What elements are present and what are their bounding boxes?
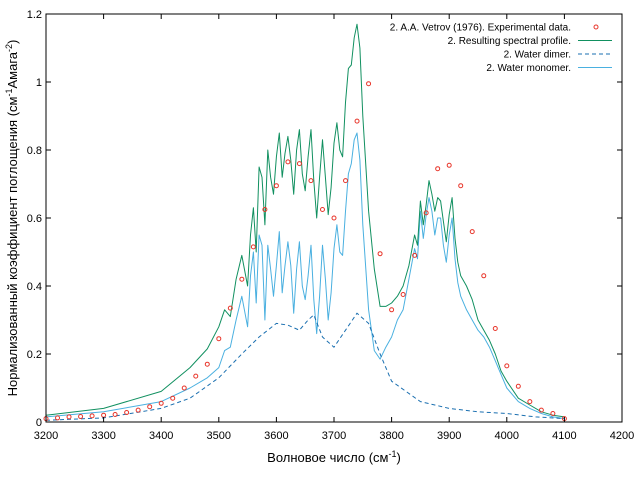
experimental-point (308, 178, 314, 184)
experimental-point (147, 404, 153, 410)
x-tick-label: 3600 (264, 430, 288, 442)
experimental-point (354, 118, 360, 124)
experimental-point (435, 166, 441, 172)
total-profile-line (45, 23, 565, 418)
experimental-point (193, 373, 199, 379)
axis-ticks: 3200 3300 3400 3500 3600 3700 3800 3900 4000 4100… (27, 9, 635, 442)
experimental-point (377, 251, 383, 257)
experimental-point (504, 363, 510, 369)
y-tick-label: 0.2 (27, 349, 42, 361)
experimental-point (492, 326, 498, 331)
experimental-point (389, 307, 395, 313)
legend: 2. A.A. Vetrov (1976). Experimental data… (390, 23, 612, 74)
experimental-point (204, 361, 210, 367)
experimental-point (250, 244, 256, 250)
experimental-point (400, 292, 406, 297)
experimental-point (170, 395, 176, 401)
experimental-point (216, 336, 222, 342)
experimental-point (66, 414, 72, 420)
experimental-point (412, 252, 418, 258)
y-tick-label: 1 (36, 77, 42, 89)
x-tick-label: 4100 (552, 430, 576, 442)
experimental-point (55, 415, 61, 421)
legend-label: 2. Water dimer. (504, 50, 571, 61)
experimental-point (181, 385, 187, 391)
experimental-point (227, 305, 233, 311)
legend-label: 2. A.A. Vetrov (1976). Experimental data… (390, 23, 571, 34)
experimental-point (158, 400, 164, 406)
x-tick-label: 4200 (610, 430, 634, 442)
experimental-point (446, 162, 452, 168)
x-tick-label: 3400 (149, 430, 173, 442)
experimental-point (469, 229, 475, 235)
experimental-point (262, 207, 268, 212)
experimental-point (239, 276, 245, 282)
legend-label: 2. Water monomer. (486, 63, 571, 74)
y-tick-label: 1.2 (27, 9, 42, 21)
y-tick-label: 0.4 (27, 281, 42, 293)
experimental-point (538, 407, 544, 413)
experimental-point (515, 383, 521, 389)
experimental-point (319, 207, 325, 212)
experimental-point (296, 161, 302, 167)
x-tick-label: 3500 (207, 430, 231, 442)
x-tick-label: 4000 (495, 430, 519, 442)
experimental-point (423, 210, 429, 216)
water-monomer-line (45, 132, 565, 420)
legend-swatch (593, 24, 599, 30)
x-tick-label: 3300 (91, 430, 115, 442)
y-tick-label: 0 (36, 417, 42, 429)
experimental-point (366, 81, 372, 87)
x-tick-label: 3900 (437, 430, 461, 442)
experimental-point (89, 413, 95, 419)
experimental-point (285, 159, 291, 165)
plot-area (43, 23, 567, 422)
experimental-point (550, 411, 556, 416)
experimental-point (331, 215, 337, 221)
y-tick-label: 0.6 (27, 213, 42, 225)
experimental-point (458, 183, 464, 189)
x-tick-label: 3800 (379, 430, 403, 442)
x-tick-label: 3200 (34, 430, 58, 442)
y-axis-title: Нормализованный коэффициент поглощения (… (4, 40, 20, 397)
experimental-point (273, 183, 279, 189)
water-dimer-line (45, 312, 565, 421)
experimental-point (481, 273, 487, 279)
x-axis-title: Волновое число (см-1) (267, 449, 401, 465)
experimental-point (112, 412, 118, 418)
experimental-point (527, 399, 533, 405)
experimental-point (124, 409, 130, 415)
y-tick-label: 0.8 (27, 145, 42, 157)
experimental-point (78, 414, 84, 420)
experimental-point (135, 407, 141, 413)
legend-label: 2. Resulting spectral profile. (448, 36, 571, 47)
x-tick-label: 3700 (322, 430, 346, 442)
experimental-point (343, 178, 349, 184)
